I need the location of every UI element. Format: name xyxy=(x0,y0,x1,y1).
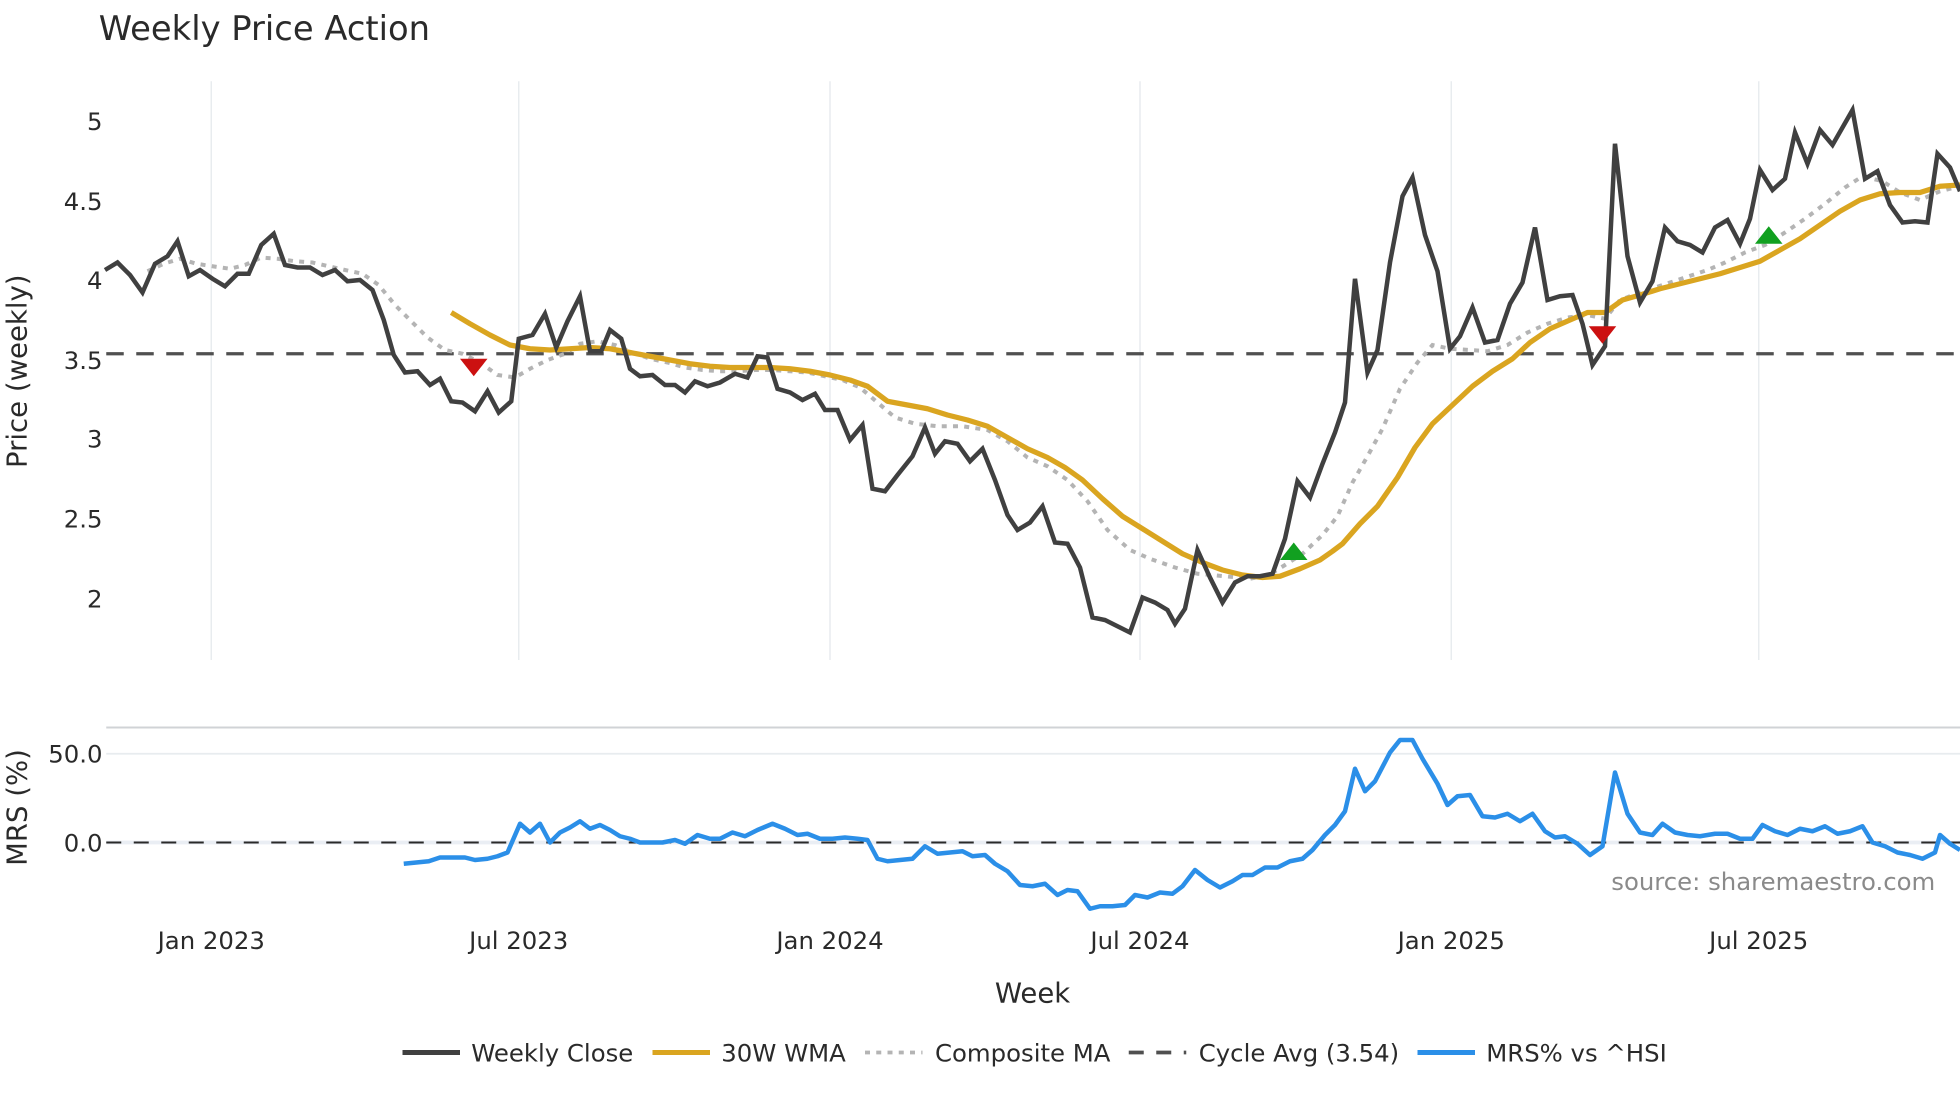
legend-item-cycle-avg[interactable]: Cycle Avg (3.54) xyxy=(1128,1038,1399,1067)
price-gridlines xyxy=(210,81,1760,661)
price-tick: 3 xyxy=(87,425,103,454)
buy-signal-marker xyxy=(1755,226,1783,244)
source-annotation: source: sharemaestro.com xyxy=(1611,867,1935,896)
legend-item-weekly-close[interactable]: Weekly Close xyxy=(402,1038,634,1067)
legend-item-mrs[interactable]: MRS% vs ^HSI xyxy=(1417,1038,1667,1067)
legend-label: MRS% vs ^HSI xyxy=(1486,1038,1667,1067)
composite-ma-line xyxy=(146,174,1960,581)
price-axis-title: Price (weekly) xyxy=(1,275,33,468)
price-y-ticks: 5 4.5 4 3.5 3 2.5 2 xyxy=(64,107,103,614)
price-tick: 4 xyxy=(87,266,103,295)
price-tick: 2 xyxy=(87,585,103,614)
x-ticks: Jan 2023 Jul 2023 Jan 2024 Jul 2024 Jan … xyxy=(156,926,1809,955)
mrs-tick: 50.0 xyxy=(48,740,102,769)
sell-signal-marker xyxy=(460,358,488,377)
legend-label: 30W WMA xyxy=(721,1038,846,1067)
legend-item-wma[interactable]: 30W WMA xyxy=(652,1038,847,1067)
legend-label: Composite MA xyxy=(935,1038,1111,1067)
x-tick: Jan 2025 xyxy=(1396,926,1505,955)
price-tick: 2.5 xyxy=(64,505,103,534)
mrs-tick: 0.0 xyxy=(64,828,103,857)
legend-item-composite-ma[interactable]: Composite MA xyxy=(865,1038,1111,1067)
chart-title: Weekly Price Action xyxy=(99,9,430,48)
x-axis-title: Week xyxy=(995,978,1070,1010)
mrs-axis-title: MRS (%) xyxy=(1,749,33,866)
x-tick: Jul 2025 xyxy=(1707,926,1808,955)
mrs-line xyxy=(403,737,1960,912)
legend-label: Weekly Close xyxy=(471,1038,633,1067)
sell-signal-marker xyxy=(1588,326,1617,344)
x-tick: Jan 2024 xyxy=(774,926,883,955)
price-tick: 5 xyxy=(87,107,103,136)
legend: Weekly Close 30W WMA Composite MA Cycle … xyxy=(402,1038,1667,1067)
x-tick: Jul 2023 xyxy=(467,926,568,955)
legend-label: Cycle Avg (3.54) xyxy=(1199,1038,1399,1067)
buy-signal-marker xyxy=(1280,542,1308,560)
weekly-close-line xyxy=(103,103,1960,636)
wma-line xyxy=(449,182,1960,581)
price-tick: 3.5 xyxy=(64,346,103,375)
mrs-y-ticks: 50.0 0.0 xyxy=(48,740,102,858)
price-tick: 4.5 xyxy=(64,187,103,216)
x-tick: Jan 2023 xyxy=(156,926,265,955)
x-tick: Jul 2024 xyxy=(1088,926,1189,955)
